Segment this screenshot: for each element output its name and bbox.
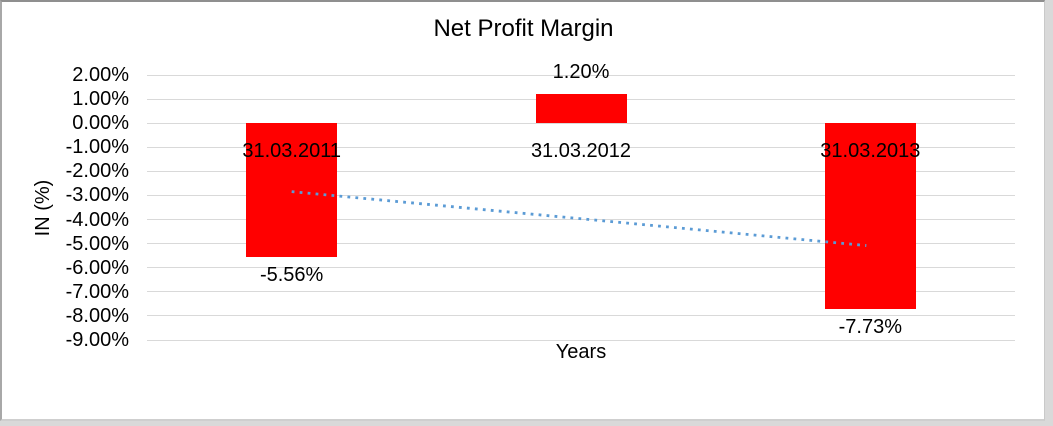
trendline[interactable] — [2, 2, 1045, 421]
gridline — [147, 146, 1015, 148]
y-tick-label: 2.00% — [72, 64, 129, 86]
y-tick-label: 1.00% — [72, 88, 129, 111]
gridline — [147, 122, 1015, 124]
value-label: -5.56% — [259, 264, 324, 287]
gridline — [147, 291, 1015, 293]
y-tick-label: -3.00% — [65, 184, 129, 207]
y-tick-label: -2.00% — [65, 160, 129, 183]
category-label: 31.03.2012 — [530, 140, 632, 162]
value-label: -7.73% — [838, 316, 903, 339]
y-tick-label: -5.00% — [65, 232, 129, 255]
gridline — [147, 267, 1015, 269]
y-tick-label: -4.00% — [65, 208, 129, 231]
gridline — [147, 170, 1015, 172]
gridline — [147, 194, 1015, 196]
gridline — [147, 74, 1015, 76]
bar-31.03.2012[interactable] — [535, 94, 627, 124]
y-tick-label: 0.00% — [72, 112, 129, 135]
y-tick-label: -7.00% — [65, 280, 129, 303]
y-tick-label: -8.00% — [65, 304, 129, 327]
gridline — [147, 315, 1015, 317]
trendline-segment[interactable] — [291, 190, 867, 247]
bar-31.03.2011[interactable] — [246, 123, 338, 258]
y-tick-label: -9.00% — [65, 329, 129, 351]
category-label: 31.03.2013 — [820, 140, 921, 162]
y-tick-label: -6.00% — [65, 256, 129, 279]
gridline — [147, 243, 1015, 245]
chart-title: Net Profit Margin — [433, 15, 614, 42]
bar-31.03.2013[interactable] — [824, 123, 916, 310]
x-axis-title: Years — [555, 341, 607, 363]
gridline — [147, 339, 1015, 341]
value-label: 1.20% — [552, 61, 610, 84]
y-tick-label: -1.00% — [65, 136, 129, 159]
category-label: 31.03.2011 — [242, 140, 341, 162]
